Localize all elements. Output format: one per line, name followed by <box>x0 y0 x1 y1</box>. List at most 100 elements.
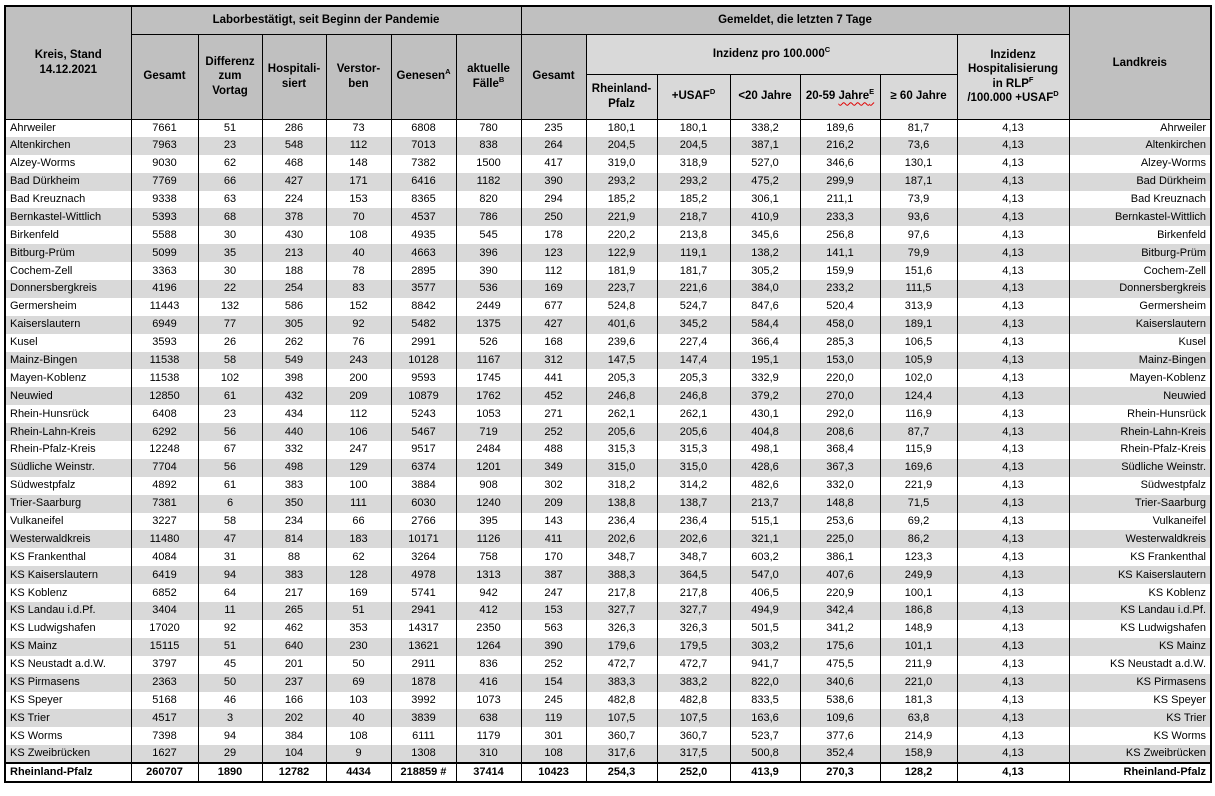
value-cell: 1201 <box>455 458 522 477</box>
value-cell: 3797 <box>130 655 199 674</box>
kreis-cell: KS Frankenthal <box>4 548 132 567</box>
value-cell: 211,1 <box>799 190 881 209</box>
value-cell: 5243 <box>390 405 457 424</box>
value-cell: 332,9 <box>729 369 801 388</box>
value-cell: 327,7 <box>585 602 658 620</box>
value-cell: 189,1 <box>879 315 958 334</box>
value-cell: 63,8 <box>879 709 958 728</box>
table-row: Neuwied 12850 61 432 209 10879 1762 452 246,8 246… <box>4 387 1212 406</box>
inzidenz-label: Inzidenz pro 100.000 <box>712 47 825 60</box>
value-cell: 22 <box>197 280 263 298</box>
value-cell: 204,5 <box>656 136 731 155</box>
value-cell: 271 <box>520 405 587 424</box>
inzidenz-hosp-usaf-label: /100.000 +USAF <box>967 91 1054 104</box>
value-cell: 202 <box>261 709 327 728</box>
value-cell: 3 <box>197 709 263 728</box>
value-cell: 350 <box>261 494 327 513</box>
value-cell: 92 <box>325 315 392 334</box>
value-cell: 396 <box>455 244 522 263</box>
value-cell: 327,7 <box>656 602 731 620</box>
value-cell: 7704 <box>130 458 199 477</box>
value-cell: 93,6 <box>879 208 958 227</box>
value-cell: 1500 <box>455 154 522 173</box>
value-cell: 30 <box>197 226 263 245</box>
table-body: Ahrweiler 7661 51 286 73 6808 780 235 180,1 180,1… <box>4 119 1212 783</box>
value-cell: 4,13 <box>956 458 1070 477</box>
value-cell: 15115 <box>130 637 199 656</box>
value-cell: 5741 <box>390 584 457 603</box>
kreis-cell: KS Pirmasens <box>4 673 132 692</box>
value-cell: 5099 <box>130 244 199 263</box>
value-cell: 1053 <box>455 405 522 424</box>
value-cell: 235 <box>520 119 587 137</box>
group-header-gemeldet-7-tage: Gemeldet, die letzten 7 Tage <box>520 5 1070 35</box>
value-cell: 315,0 <box>656 458 731 477</box>
value-cell: 221,0 <box>879 673 958 692</box>
value-cell: 4,13 <box>956 441 1070 459</box>
value-cell: 348,7 <box>656 548 731 567</box>
value-cell: 434 <box>261 405 327 424</box>
value-cell: 123 <box>520 244 587 263</box>
value-cell: 310 <box>455 745 522 764</box>
value-cell: 4517 <box>130 709 199 728</box>
value-cell: 318,2 <box>585 476 658 495</box>
value-cell: 62 <box>197 154 263 173</box>
value-cell: 61 <box>197 387 263 406</box>
value-cell: 107,5 <box>656 709 731 728</box>
value-cell: 326,3 <box>585 619 658 638</box>
value-cell: 286 <box>261 119 327 137</box>
value-cell: 252 <box>520 655 587 674</box>
value-cell: 383 <box>261 476 327 495</box>
kreis-stand-header: Kreis, Stand 14.12.2021 <box>4 5 132 120</box>
value-cell: 494,9 <box>729 602 801 620</box>
value-cell: 102,0 <box>879 369 958 388</box>
value-cell: 2991 <box>390 333 457 352</box>
table-row: Südliche Weinstr. 7704 56 498 129 6374 1201 349… <box>4 458 1212 477</box>
table-row: Westerwaldkreis 11480 47 814 183 10171 1126 411… <box>4 530 1212 549</box>
value-cell: 202,6 <box>656 530 731 549</box>
kreis-cell: Bad Dürkheim <box>4 172 132 191</box>
landkreis-cell: Kaiserslautern <box>1068 315 1212 334</box>
value-cell: 186,8 <box>879 602 958 620</box>
landkreis-cell: Westerwaldkreis <box>1068 530 1212 549</box>
value-cell: 237 <box>261 673 327 692</box>
value-cell: 4,13 <box>956 297 1070 316</box>
value-cell: 326,3 <box>656 619 731 638</box>
value-cell: 4,13 <box>956 154 1070 173</box>
kreis-cell: Rheinland-Pfalz <box>4 762 132 783</box>
kreis-cell: Alzey-Worms <box>4 154 132 173</box>
value-cell: 225,0 <box>799 530 881 549</box>
value-cell: 386,1 <box>799 548 881 567</box>
landkreis-cell: KS Landau i.d.Pf. <box>1068 602 1212 620</box>
kreis-stand-label: Kreis, Stand 14.12.2021 <box>34 49 102 76</box>
landkreis-cell: Mainz-Bingen <box>1068 351 1212 370</box>
value-cell: 130,1 <box>879 154 958 173</box>
value-cell: 11538 <box>130 369 199 388</box>
value-cell: 4935 <box>390 226 457 245</box>
value-cell: 4084 <box>130 548 199 567</box>
value-cell: 352,4 <box>799 745 881 764</box>
value-cell: 66 <box>197 172 263 191</box>
value-cell: 1182 <box>455 172 522 191</box>
value-cell: 7382 <box>390 154 457 173</box>
value-cell: 384,0 <box>729 280 801 298</box>
value-cell: 227,4 <box>656 333 731 352</box>
table-row: KS Speyer 5168 46 166 103 3992 1073 245 482,8 482… <box>4 691 1212 710</box>
value-cell: 70 <box>325 208 392 227</box>
table-row: Trier-Saarburg 7381 6 350 111 6030 1240 209 138,… <box>4 494 1212 513</box>
value-cell: 51 <box>197 119 263 137</box>
table-row: KS Ludwigshafen 17020 92 462 353 14317 2350 563… <box>4 619 1212 638</box>
value-cell: 153,0 <box>799 351 881 370</box>
value-cell: 8842 <box>390 297 457 316</box>
value-cell: 4,13 <box>956 619 1070 638</box>
genesen-footnote: A <box>445 67 451 77</box>
landkreis-cell: Vulkaneifel <box>1068 512 1212 531</box>
landkreis-cell: Kusel <box>1068 333 1212 352</box>
spellcheck-underline: JahreE <box>838 88 874 102</box>
value-cell: 719 <box>455 423 522 442</box>
value-cell: 603,2 <box>729 548 801 567</box>
value-cell: 68 <box>197 208 263 227</box>
kreis-cell: KS Neustadt a.d.W. <box>4 655 132 674</box>
value-cell: 523,7 <box>729 727 801 746</box>
value-cell: 214,9 <box>879 727 958 746</box>
